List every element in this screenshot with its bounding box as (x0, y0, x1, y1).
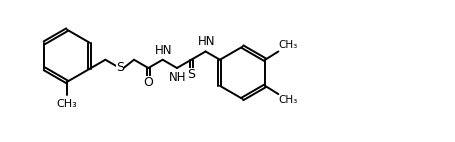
Text: CH₃: CH₃ (278, 40, 298, 50)
Text: S: S (116, 61, 123, 75)
Text: CH₃: CH₃ (278, 95, 298, 105)
Text: S: S (187, 68, 195, 81)
Text: HN: HN (197, 35, 215, 48)
Text: HN: HN (154, 44, 172, 57)
Text: CH₃: CH₃ (56, 99, 77, 109)
Text: O: O (143, 76, 153, 89)
Text: NH: NH (169, 71, 186, 84)
